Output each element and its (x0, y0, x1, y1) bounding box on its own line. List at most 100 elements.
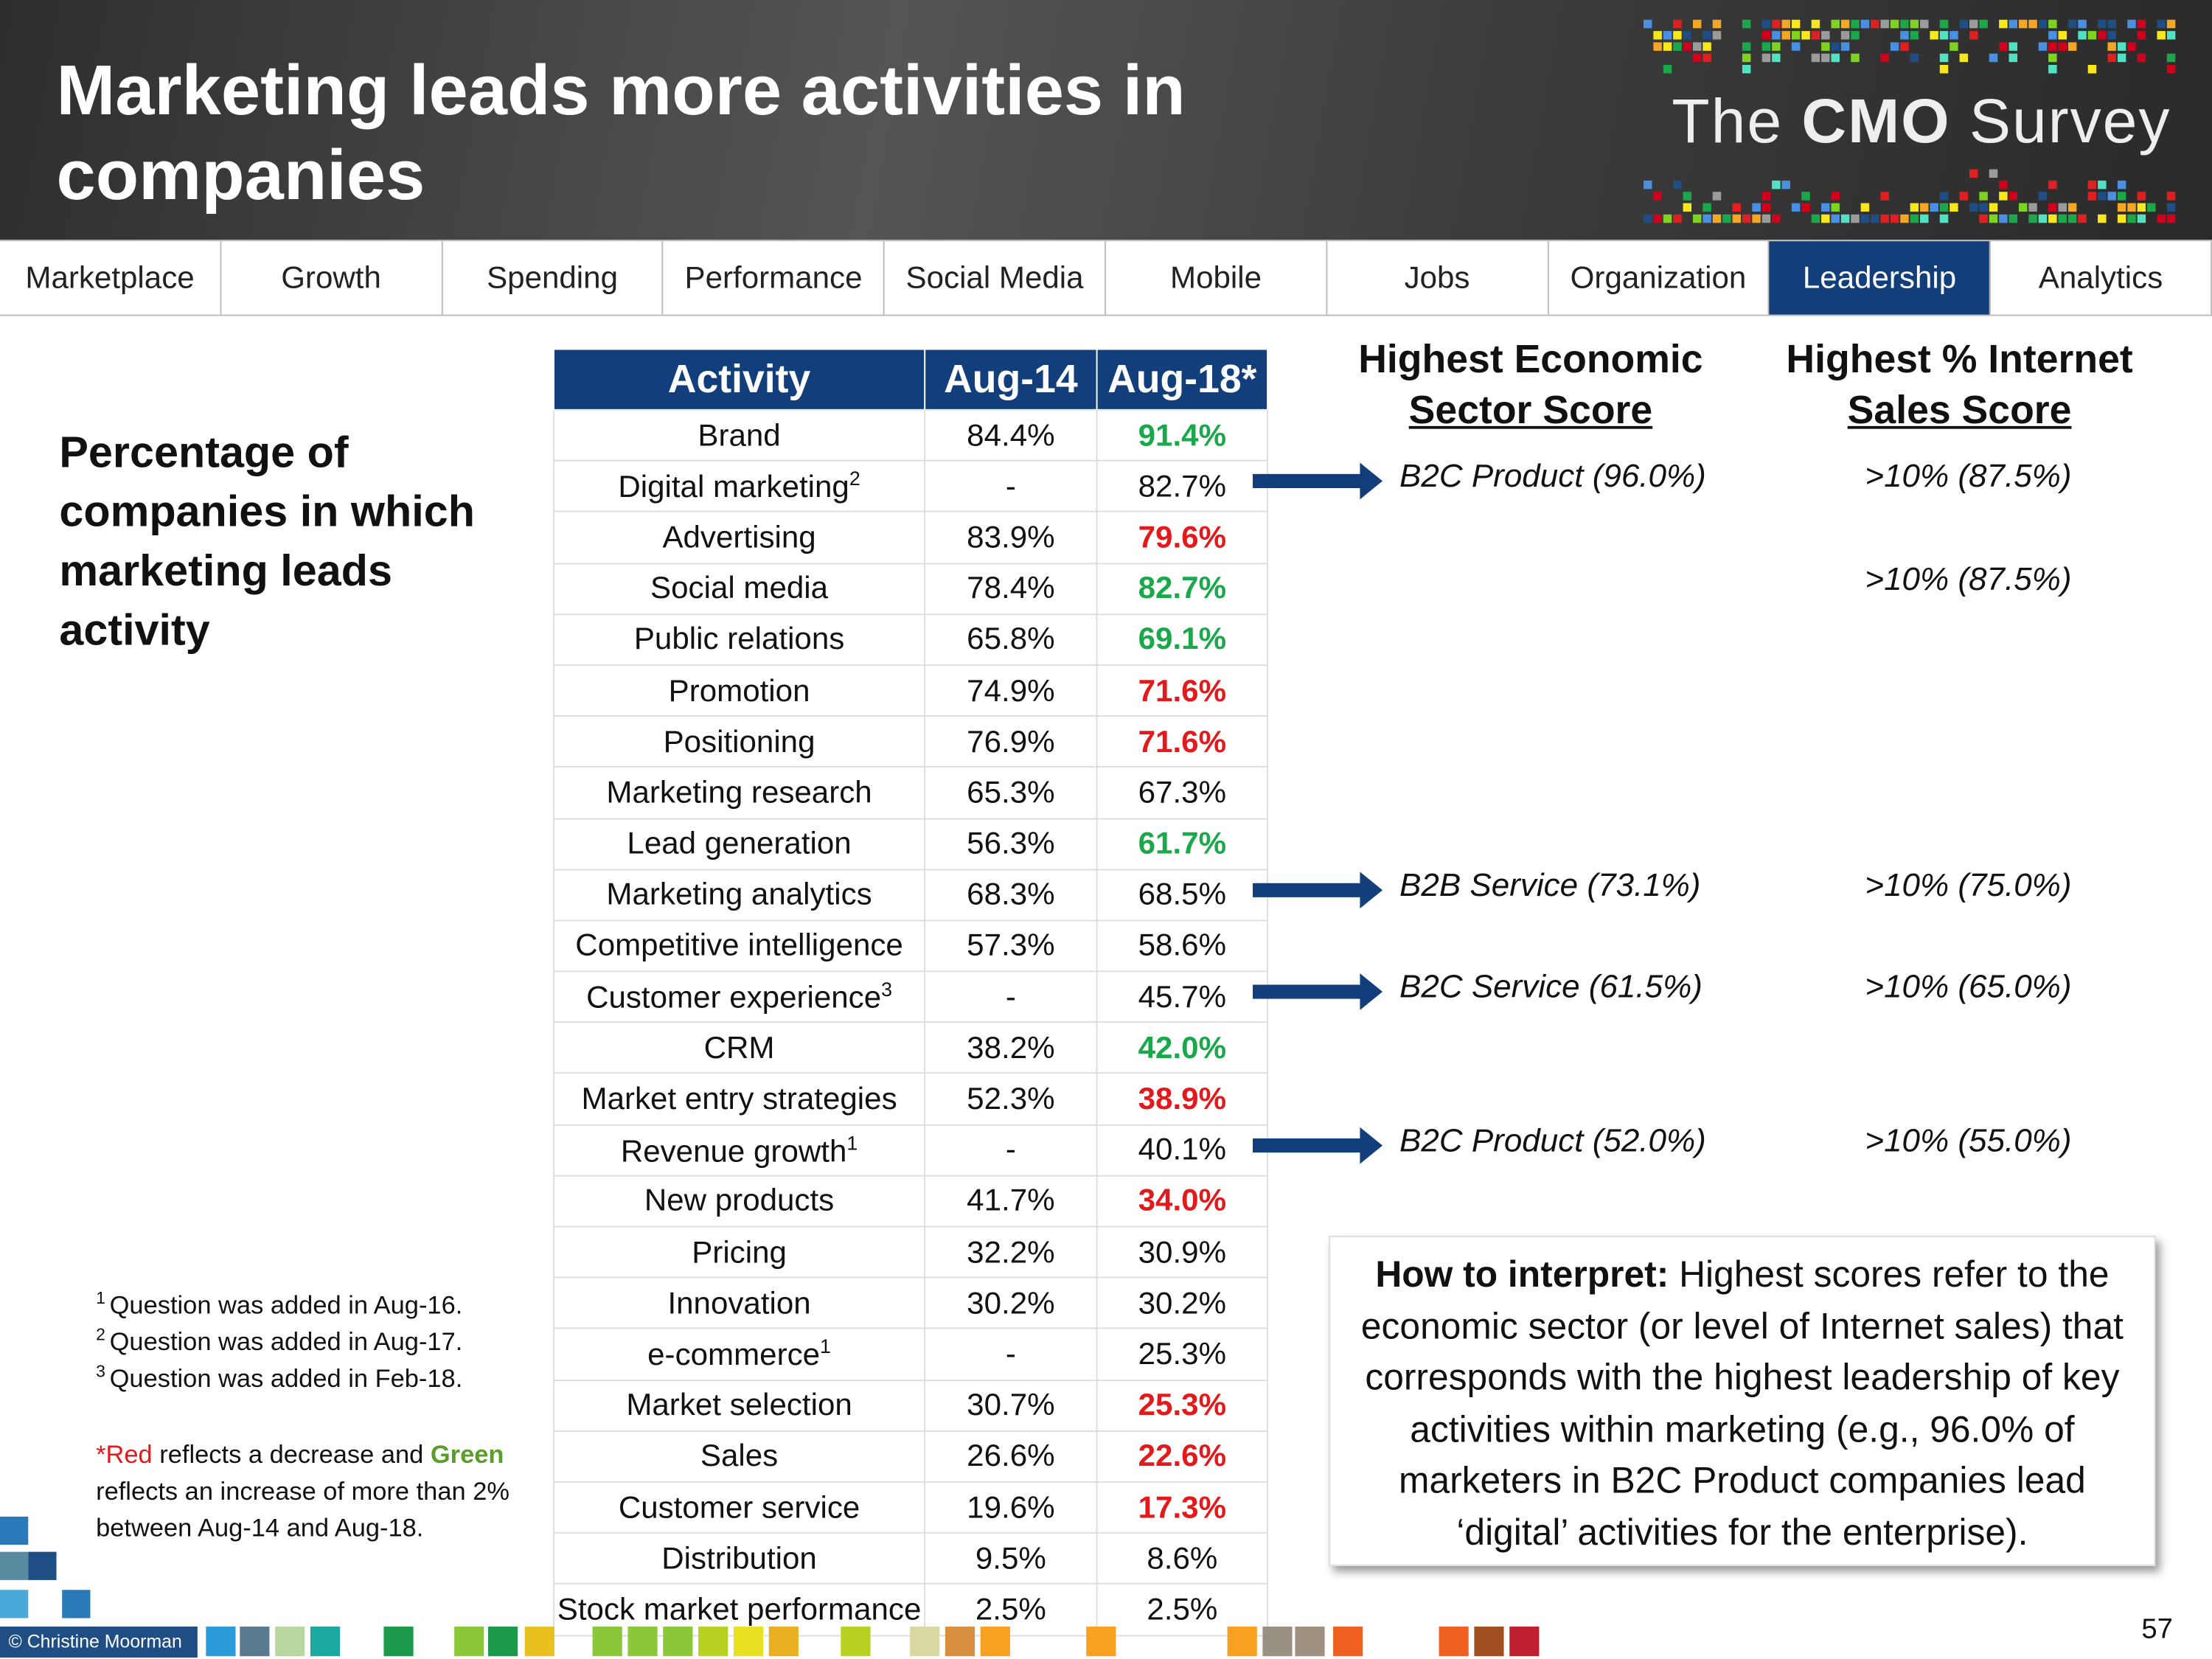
decor (2166, 203, 2176, 212)
decor (2048, 180, 2057, 189)
activity: Revenue growth (620, 1133, 847, 1168)
decor (2166, 65, 2176, 74)
decor (1703, 31, 1711, 40)
footer-squares (0, 1516, 1540, 1657)
title: Marketing leads more activities in compa… (56, 50, 1186, 215)
decor (1999, 214, 2008, 223)
activity: Pricing (692, 1234, 787, 1270)
row: Revenue growth1-40.1% (553, 1124, 1269, 1177)
aug18-cell: 2.5% (1096, 1583, 1269, 1636)
activity: Market selection (626, 1387, 852, 1422)
decor (1880, 214, 1889, 223)
decor (1791, 19, 1801, 29)
side-header-line: Highest Economic (1358, 337, 1703, 381)
decor (1712, 31, 1722, 40)
activity: Lead generation (627, 825, 852, 861)
decor (2067, 214, 2077, 223)
aug14-cell: 83.9% (924, 511, 1098, 564)
row: Market selection 30.7% 25.3% (553, 1379, 1269, 1432)
decor (1227, 1627, 1257, 1657)
arrow (1253, 872, 1383, 909)
aug18-cell: 71.6% (1096, 715, 1269, 768)
decor (1900, 19, 1909, 29)
decor (1969, 19, 1978, 29)
decor (1959, 19, 1969, 29)
activity-cell: Competitive intelligence (553, 919, 926, 973)
decor (1851, 53, 1860, 63)
decor (1890, 19, 1899, 29)
activity-cell: Positioning (553, 715, 926, 768)
decor (2008, 19, 2018, 29)
decor (2008, 42, 2018, 51)
decor (2157, 214, 2166, 223)
decor (1979, 192, 1988, 201)
activity-cell: Customer service (553, 1481, 926, 1534)
decor (488, 1627, 518, 1657)
aug18-cell: 34.0% (1096, 1175, 1269, 1228)
decor (1831, 42, 1840, 51)
aug14-cell: 56.3% (924, 817, 1098, 870)
decor (2166, 53, 2176, 63)
logo-mosaic (1643, 19, 2176, 223)
activity: Marketing research (606, 774, 872, 810)
decor (1989, 214, 1998, 223)
decor (62, 1590, 91, 1618)
decor (1851, 19, 1860, 29)
row: Pricing 32.2% 30.9% (553, 1225, 1269, 1279)
decor (1969, 31, 1978, 40)
side-header: Highest % Internet Sales Score (1733, 334, 2185, 436)
aug18-cell: 69.1% (1096, 613, 1269, 666)
decor (2107, 192, 2116, 201)
decor (2008, 214, 2018, 223)
decor (1791, 42, 1801, 51)
decor (1920, 214, 1929, 223)
activity: CRM (703, 1029, 775, 1065)
decor (1959, 192, 1969, 201)
decor (2166, 214, 2176, 223)
note-mark: 2 (849, 467, 860, 490)
aug14-cell: 74.9% (924, 664, 1098, 717)
decor (1683, 31, 1692, 40)
decor (1673, 31, 1682, 40)
decor (2058, 203, 2067, 212)
decor (1653, 31, 1662, 40)
activity: Advertising (662, 519, 816, 554)
aug14-cell: 19.6% (924, 1481, 1098, 1534)
activity-cell: Social media (553, 562, 926, 615)
decor (1890, 42, 1899, 51)
footnote-text: Question was added in Aug-17. (109, 1327, 463, 1356)
decor (1920, 203, 1929, 212)
row: Public relations 65.8% 69.1% (553, 613, 1269, 666)
decor (1673, 180, 1682, 189)
decor (1761, 192, 1771, 201)
aug14-cell: 38.2% (924, 1021, 1098, 1074)
footnote-mark: 1 (96, 1287, 105, 1308)
decor (1999, 19, 2008, 29)
nav-tab: Organization (1548, 241, 1770, 315)
activity: Digital marketing (618, 469, 849, 504)
nav-tab: Growth (221, 241, 442, 315)
decor (1950, 42, 1958, 51)
decor (1840, 42, 1850, 51)
decor (1910, 19, 1919, 29)
activity-cell: Customer experience3 (553, 970, 926, 1023)
decor (1742, 42, 1751, 51)
activity: Market entry strategies (581, 1080, 897, 1116)
activity-cell: Revenue growth1 (553, 1124, 926, 1177)
decor (2098, 19, 2107, 29)
decor (1722, 214, 1731, 223)
logo: The CMO Survey (1672, 88, 2171, 159)
decor (1761, 53, 1771, 63)
decor (240, 1627, 270, 1657)
decor (1791, 203, 1801, 212)
aug18-cell: 79.6% (1096, 511, 1269, 564)
decor (1900, 42, 1909, 51)
decor (2107, 53, 2116, 63)
decor (1683, 203, 1692, 212)
column-header: Aug-14 (924, 348, 1098, 411)
decor (0, 1551, 29, 1580)
decor (2067, 42, 2077, 51)
nav-tab: Mobile (1106, 241, 1327, 315)
legend-note: *Red reflects a decrease and Green refle… (96, 1436, 519, 1546)
aug18-cell: 30.2% (1096, 1276, 1269, 1330)
